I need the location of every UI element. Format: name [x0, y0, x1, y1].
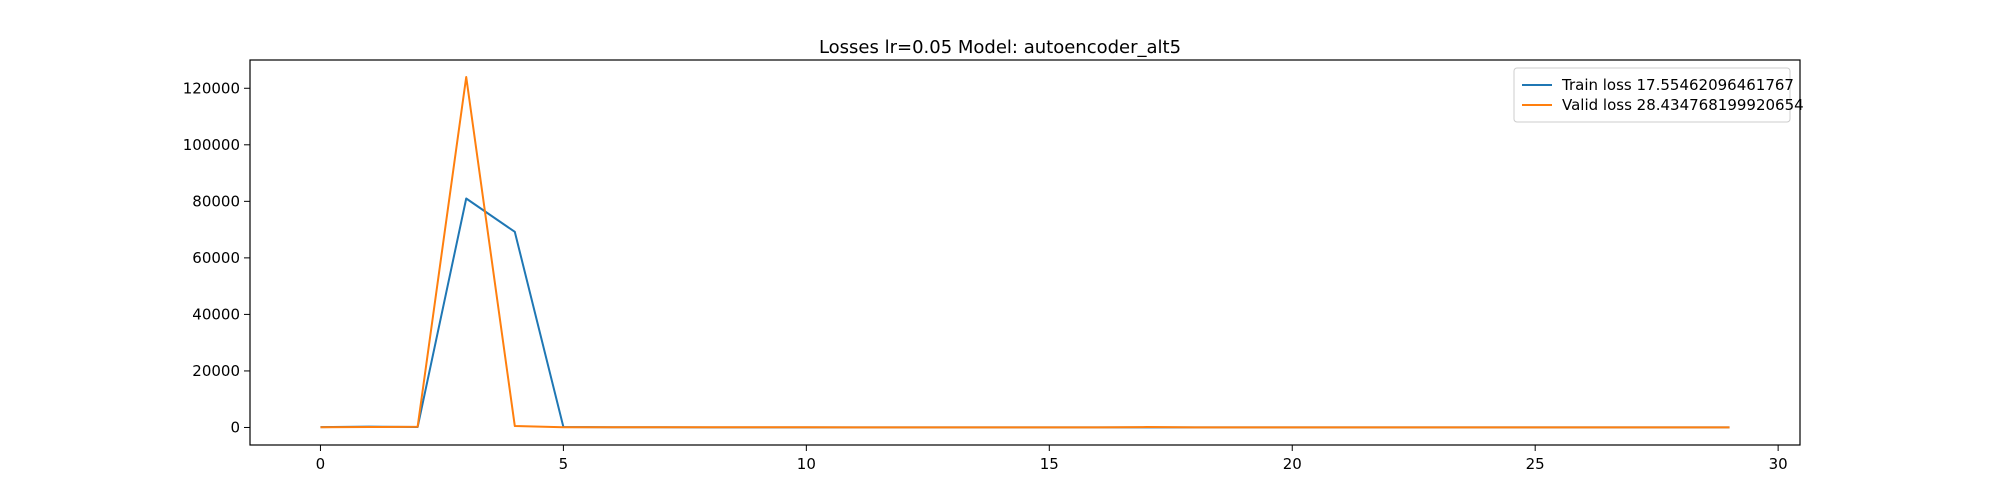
legend: Train loss 17.55462096461767 Valid loss 2… — [1513, 67, 1804, 123]
series-layer — [320, 75, 1730, 429]
x-tick-label: 10 — [797, 455, 816, 473]
chart-title: Losses lr=0.05 Model: autoencoder_alt5 — [819, 37, 1181, 58]
series-line-0 — [320, 197, 1730, 429]
x-tick-label: 5 — [559, 455, 569, 473]
y-tick-label: 20000 — [192, 362, 240, 380]
series-line-1 — [320, 75, 1730, 429]
y-tick-label: 0 — [230, 418, 240, 436]
y-axis: 0 20000 40000 60000 80000 100000 120000 — [183, 79, 250, 436]
x-tick-label: 20 — [1283, 455, 1302, 473]
x-tick-label: 15 — [1040, 455, 1059, 473]
x-axis: 0 5 10 15 20 25 30 — [316, 445, 1788, 473]
y-tick-label: 120000 — [183, 79, 240, 97]
legend-label-1: Valid loss 28.434768199920654 — [1562, 96, 1804, 114]
x-tick-label: 25 — [1526, 455, 1545, 473]
x-tick-label: 0 — [316, 455, 326, 473]
y-tick-label: 40000 — [192, 305, 240, 323]
y-tick-label: 60000 — [192, 249, 240, 267]
y-tick-label: 80000 — [192, 192, 240, 210]
legend-box — [1513, 67, 1791, 123]
x-tick-label: 30 — [1769, 455, 1788, 473]
y-tick-label: 100000 — [183, 136, 240, 154]
plot-frame — [249, 59, 1801, 446]
legend-label-0: Train loss 17.55462096461767 — [1561, 76, 1794, 94]
